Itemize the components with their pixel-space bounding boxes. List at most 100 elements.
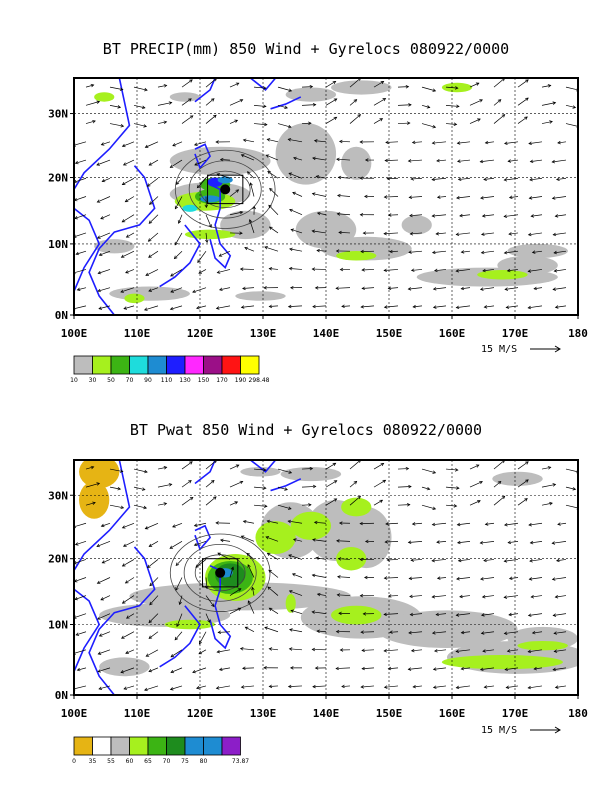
coastline: [159, 224, 201, 288]
wind-arrowhead: [552, 667, 557, 672]
wind-arrowhead: [459, 594, 463, 599]
wind-arrowhead: [125, 234, 130, 238]
x-tick-label: 160E: [439, 327, 466, 340]
wind-arrow: [505, 287, 519, 290]
wind-arrowhead: [364, 158, 369, 162]
wind-arrow: [485, 141, 495, 144]
shaded-area: [275, 123, 337, 185]
wind-arrow: [493, 481, 502, 488]
wind-arrow: [125, 196, 135, 203]
wind-arrow: [336, 540, 351, 542]
wind-arrowhead: [120, 635, 125, 639]
wind-arrow: [241, 305, 255, 308]
wind-arrow: [469, 118, 481, 124]
wind-arrowhead: [432, 506, 437, 510]
wind-arrowhead: [554, 305, 559, 309]
wind-arrowhead: [148, 543, 153, 547]
shaded-area: [441, 655, 563, 670]
wind-arrow: [555, 305, 567, 308]
wind-arrowhead: [287, 138, 292, 142]
wind-arrowhead: [528, 523, 532, 527]
wind-arrow: [349, 99, 357, 106]
wind-arrow: [74, 649, 87, 654]
wind-arrow: [336, 158, 351, 161]
wind-arrowhead: [314, 666, 319, 670]
wind-arrow: [461, 250, 471, 253]
wind-arrowhead: [455, 685, 460, 690]
wind-arrowhead: [90, 465, 95, 470]
wind-arrowhead: [383, 685, 388, 689]
wind-arrowhead: [90, 83, 95, 88]
wind-arrowhead: [456, 104, 460, 108]
wind-arrow: [290, 610, 303, 614]
wind-arrowhead: [335, 666, 339, 671]
wind-arrowhead: [311, 647, 316, 652]
wind-arrowhead: [460, 286, 465, 291]
wind-arrowhead: [313, 139, 318, 143]
wind-arrowhead: [436, 158, 440, 163]
wind-arrowhead: [336, 539, 340, 543]
wind-arrowhead: [287, 519, 292, 524]
wind-arrowhead: [265, 154, 270, 158]
wind-arrow: [530, 159, 543, 162]
wind-arrow: [174, 232, 183, 246]
wind-arrowhead: [169, 687, 174, 691]
wind-arrowhead: [456, 577, 460, 581]
wind-arrow: [432, 177, 447, 180]
wind-arrow: [96, 159, 111, 166]
wind-arrow: [408, 250, 423, 253]
wind-arrow: [529, 559, 543, 562]
wind-arrowhead: [196, 305, 200, 310]
wind-arrow: [325, 98, 337, 106]
wind-arrow: [517, 479, 529, 488]
wind-arrow: [349, 460, 361, 470]
x-tick-label: 180: [568, 327, 588, 340]
wind-arrowhead: [96, 100, 101, 104]
wind-arrow: [385, 141, 399, 143]
wind-arrowhead: [432, 88, 437, 92]
wind-arrowhead: [193, 542, 198, 547]
wind-arrow: [409, 595, 423, 597]
shaded-area: [164, 619, 216, 630]
wind-arrowhead: [147, 238, 152, 242]
wind-arrow: [312, 539, 327, 542]
wind-arrowhead: [481, 613, 485, 617]
wind-arrowhead: [144, 469, 148, 474]
wind-arrowhead: [435, 612, 440, 617]
wind-arrowhead: [482, 268, 486, 273]
wind-arrow: [174, 196, 183, 209]
wind-arrowhead: [504, 667, 509, 672]
wind-arrowhead: [364, 194, 368, 199]
wind-arrowhead: [216, 649, 221, 654]
wind-arrowhead: [383, 231, 387, 236]
wind-arrowhead: [382, 98, 387, 102]
wind-arrowhead: [199, 641, 203, 645]
wind-arrowhead: [336, 157, 340, 162]
shaded-area: [285, 87, 337, 102]
wind-arrowhead: [192, 289, 196, 294]
wind-arrow: [170, 305, 183, 310]
wind-arrow: [373, 118, 383, 124]
wind-arrow: [288, 554, 303, 560]
wind-arrow: [565, 105, 576, 108]
wind-arrow: [445, 486, 460, 489]
wind-arrow: [99, 631, 111, 637]
wind-arrow: [432, 559, 447, 562]
wind-arrow: [480, 287, 495, 290]
wind-arrow: [556, 559, 567, 562]
wind-arrowhead: [385, 140, 389, 145]
wind-arrow: [216, 173, 231, 179]
wind-arrowhead: [205, 239, 209, 244]
coastline: [74, 588, 101, 672]
wind-arrow: [384, 649, 399, 652]
wind-arrow: [175, 577, 183, 591]
wind-arrow: [552, 540, 567, 544]
wind-arrow: [148, 541, 159, 547]
wind-arrow: [170, 667, 183, 673]
wind-arrow: [277, 105, 288, 109]
wind-arrowhead: [189, 461, 193, 465]
wind-arrow: [554, 631, 567, 634]
wind-arrow: [555, 214, 567, 217]
wind-arrow: [461, 631, 471, 634]
wind-arrow: [145, 522, 159, 530]
